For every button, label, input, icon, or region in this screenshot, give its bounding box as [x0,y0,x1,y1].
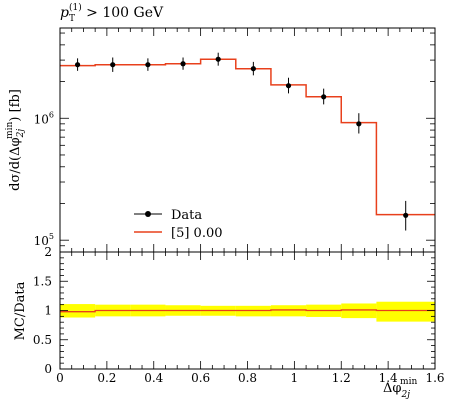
ratio-band-bin [341,303,377,319]
x-tick-label: 1.4 [379,371,398,385]
ratio-y-axis-label: MC/Data [13,281,28,340]
data-point [110,62,116,68]
ratio-band-bin [60,304,96,318]
x-tick-label: 1 [291,371,299,385]
main-plot-frame [59,27,436,253]
ratio-y-tick-label: 1 [44,304,52,318]
ratio-plot: 0 0.2 0.4 0.6 0.8 1 1.2 1.4 1.6 0 0.5 1 1.5 2 [33,245,445,385]
data-point [145,62,151,68]
main-plot: 106 105 [34,27,436,253]
y-axis-label: dσ/d(Δφ2jmin) [fb] [5,89,26,191]
legend-data-label: Data [171,208,202,223]
ratio-y-tick-label: 2 [44,245,52,259]
x-tick-label: 0.8 [238,371,257,385]
x-tick-label: 0 [56,371,64,385]
x-tick-label: 0.2 [97,371,116,385]
ratio-mc-line [60,309,435,313]
x-tick-label: 0.4 [144,371,163,385]
legend: Data [5] 0.00 [134,208,223,241]
ratio-y-tick-label: 0.5 [33,333,52,347]
legend-data-marker [145,211,151,217]
x-tick-label: 1.2 [332,371,351,385]
data-point [285,83,292,89]
x-tick-label: 1.6 [425,371,444,385]
chart-title: pT(1) > 100 GeV [60,2,164,24]
ratio-y-tick-label: 0 [44,362,52,376]
data-point [250,66,256,72]
x-axis-label: Δφ2jmin [383,377,417,400]
data-point [403,212,409,218]
data-point [180,61,186,67]
ratio-band-bin [376,301,435,322]
y-tick-label: 105 [34,232,54,248]
ratio-y-tick-label: 1.5 [33,274,52,288]
legend-mc-label: [5] 0.00 [171,226,223,241]
x-tick-label: 0.6 [191,371,210,385]
data-point [321,94,327,100]
data-point [215,56,221,62]
ratio-band-bin [270,305,307,317]
data-point [74,62,81,68]
y-tick-label: 106 [34,110,54,126]
data-point [356,121,362,127]
mc-histogram-line [60,58,435,216]
